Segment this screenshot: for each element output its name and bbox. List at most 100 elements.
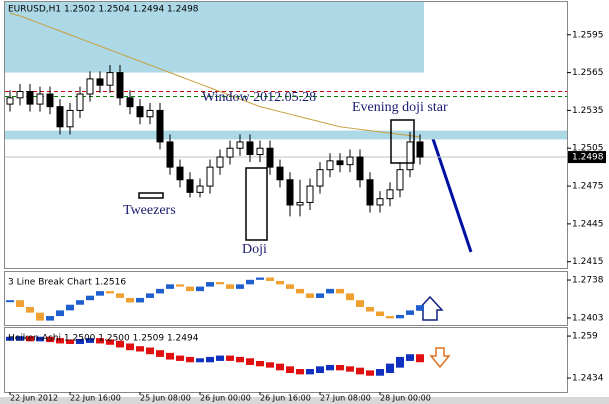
candle-body xyxy=(16,91,24,99)
candle-body xyxy=(336,160,344,166)
trend-arrow xyxy=(429,132,473,253)
candle-body xyxy=(406,141,414,171)
brick xyxy=(176,284,184,287)
ha-bar xyxy=(56,338,64,344)
y-tick-label: 1.2535 xyxy=(572,106,604,116)
ha-bar xyxy=(196,358,204,363)
brick xyxy=(256,277,264,280)
ha-bar xyxy=(266,362,274,368)
ha-bar xyxy=(396,356,404,368)
brick xyxy=(136,297,144,303)
brick xyxy=(286,284,294,289)
brick xyxy=(376,311,384,317)
brick xyxy=(146,293,154,298)
brick xyxy=(126,297,134,303)
candle-body xyxy=(296,201,304,206)
x-tick-label: 26 Jun 16:00 xyxy=(260,394,311,403)
candle-body xyxy=(156,109,164,143)
candle-body xyxy=(196,185,204,193)
panel-title: Heiken-Ashi 1.2500 1.2500 1.2509 1.2494 xyxy=(8,334,199,344)
brick xyxy=(296,288,304,294)
candle-body xyxy=(26,91,34,105)
candle-body xyxy=(116,72,124,99)
brick xyxy=(386,316,394,319)
ha-bar xyxy=(406,354,414,361)
candle-body xyxy=(306,185,314,203)
ha-bar xyxy=(276,363,284,371)
brick xyxy=(326,288,334,294)
candle-body xyxy=(146,109,154,118)
brick xyxy=(316,293,324,298)
brick xyxy=(416,305,424,311)
ha-bar xyxy=(296,369,304,375)
candle-body xyxy=(286,179,294,206)
candle-body xyxy=(246,141,254,156)
main-plot xyxy=(5,2,567,217)
ha-bar xyxy=(106,339,114,345)
brick xyxy=(396,314,404,319)
brick xyxy=(96,291,104,296)
candle-body xyxy=(86,78,94,95)
ha-bar xyxy=(326,364,334,371)
x-tick-label: 28 Jun 00:00 xyxy=(380,394,431,403)
ha-bar xyxy=(66,339,74,344)
annotation: Window 2012.05.28 xyxy=(202,90,316,105)
brick xyxy=(306,293,314,298)
brick xyxy=(46,316,54,321)
y-tick-label: 1.2415 xyxy=(572,257,604,267)
candle-body xyxy=(6,97,14,105)
candle-body xyxy=(386,189,394,200)
y-tick-label: 1.2445 xyxy=(572,219,604,229)
ha-bar xyxy=(126,343,134,351)
brick xyxy=(76,300,84,305)
x-tick-label: 26 Jun 00:00 xyxy=(200,394,251,403)
candle-body xyxy=(126,97,134,108)
ha-bar xyxy=(286,366,294,374)
candle-body xyxy=(346,156,354,166)
brick xyxy=(186,286,194,292)
annotation: Tweezers xyxy=(123,203,176,218)
brick xyxy=(356,300,364,307)
candle-body xyxy=(376,198,384,206)
y-tick-label: 1.2434 xyxy=(572,374,604,384)
ha-bar xyxy=(6,336,14,341)
pattern-frame xyxy=(138,192,164,199)
candle-body xyxy=(396,169,404,191)
candle-body xyxy=(176,166,184,181)
ha-bar xyxy=(46,336,54,343)
candle-body xyxy=(356,156,364,181)
panel-title: 3 Line Break Chart 1.2516 xyxy=(8,278,126,288)
candle-body xyxy=(226,147,234,158)
ha-bar xyxy=(206,356,214,363)
brick xyxy=(56,310,64,317)
brick xyxy=(246,279,254,285)
heiken-ashi-panel xyxy=(4,327,568,393)
brick xyxy=(6,300,14,303)
ha-bar xyxy=(186,356,194,363)
brick xyxy=(346,293,354,301)
brick xyxy=(216,282,224,285)
ha-bar xyxy=(156,350,164,357)
ha-bar xyxy=(236,356,244,363)
brick xyxy=(116,293,124,298)
candle-body xyxy=(216,156,224,168)
ha-bar xyxy=(116,340,124,348)
brick xyxy=(106,291,114,294)
chart-title: EURUSD,H1 1.2502 1.2504 1.2494 1.2498 xyxy=(8,5,199,15)
ha-bar xyxy=(246,358,254,365)
y-tick-label: 1.2595 xyxy=(572,30,604,40)
candle-body xyxy=(236,141,244,149)
candle-body xyxy=(266,147,274,168)
annotation: Doji xyxy=(242,242,267,257)
x-tick-label: 27 Jun 08:00 xyxy=(320,394,371,403)
moving-average xyxy=(9,12,421,138)
brick xyxy=(86,295,94,301)
brick xyxy=(166,284,174,289)
x-tick-label: 22 Jun 16:00 xyxy=(70,394,121,403)
ha-bar xyxy=(16,336,24,341)
brick xyxy=(36,312,44,321)
brick xyxy=(236,284,244,289)
candle-body xyxy=(186,179,194,193)
brick xyxy=(196,286,204,292)
